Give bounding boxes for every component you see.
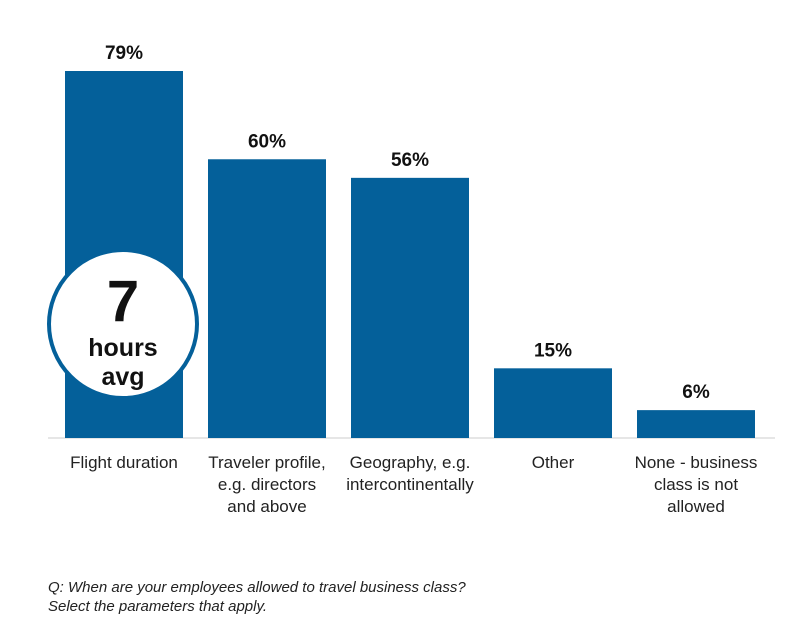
category-label-1-line-2: and above: [227, 497, 306, 516]
value-label-2: 56%: [391, 150, 429, 171]
bar-2: [351, 177, 469, 439]
category-label-2-line-0: Geography, e.g.: [350, 453, 471, 472]
category-label-3-line-0: Other: [532, 453, 575, 472]
value-label-1: 60%: [248, 131, 286, 152]
category-label-4-line-1: class is not: [654, 475, 738, 494]
category-label-4-line-0: None - business: [635, 453, 758, 472]
bar-3: [494, 368, 612, 438]
category-label-0-line-0: Flight duration: [70, 453, 178, 472]
category-label-1-line-0: Traveler profile,: [208, 453, 325, 472]
survey-question: Q: When are your employees allowed to tr…: [48, 578, 748, 616]
average-hours-badge: 7 hours avg: [47, 248, 199, 400]
badge-avg: avg: [101, 363, 144, 391]
bar-chart: 79% 60% 56% 15% 6% Flight duration Traveler p…: [47, 43, 775, 516]
question-line-2: Select the parameters that apply.: [48, 598, 268, 615]
value-label-3: 15%: [534, 340, 572, 361]
value-label-0: 79%: [105, 43, 143, 64]
bar-1: [208, 159, 326, 439]
value-label-4: 6%: [682, 382, 710, 403]
badge-unit: hours: [88, 334, 157, 362]
badge-circle: [47, 248, 199, 400]
bar-4: [637, 410, 755, 438]
category-label-2-line-1: intercontinentally: [346, 475, 474, 494]
category-label-4-line-2: allowed: [667, 497, 725, 516]
question-line-1: Q: When are your employees allowed to tr…: [48, 579, 466, 596]
badge-number: 7: [107, 269, 139, 334]
category-label-1-line-1: e.g. directors: [218, 475, 316, 494]
